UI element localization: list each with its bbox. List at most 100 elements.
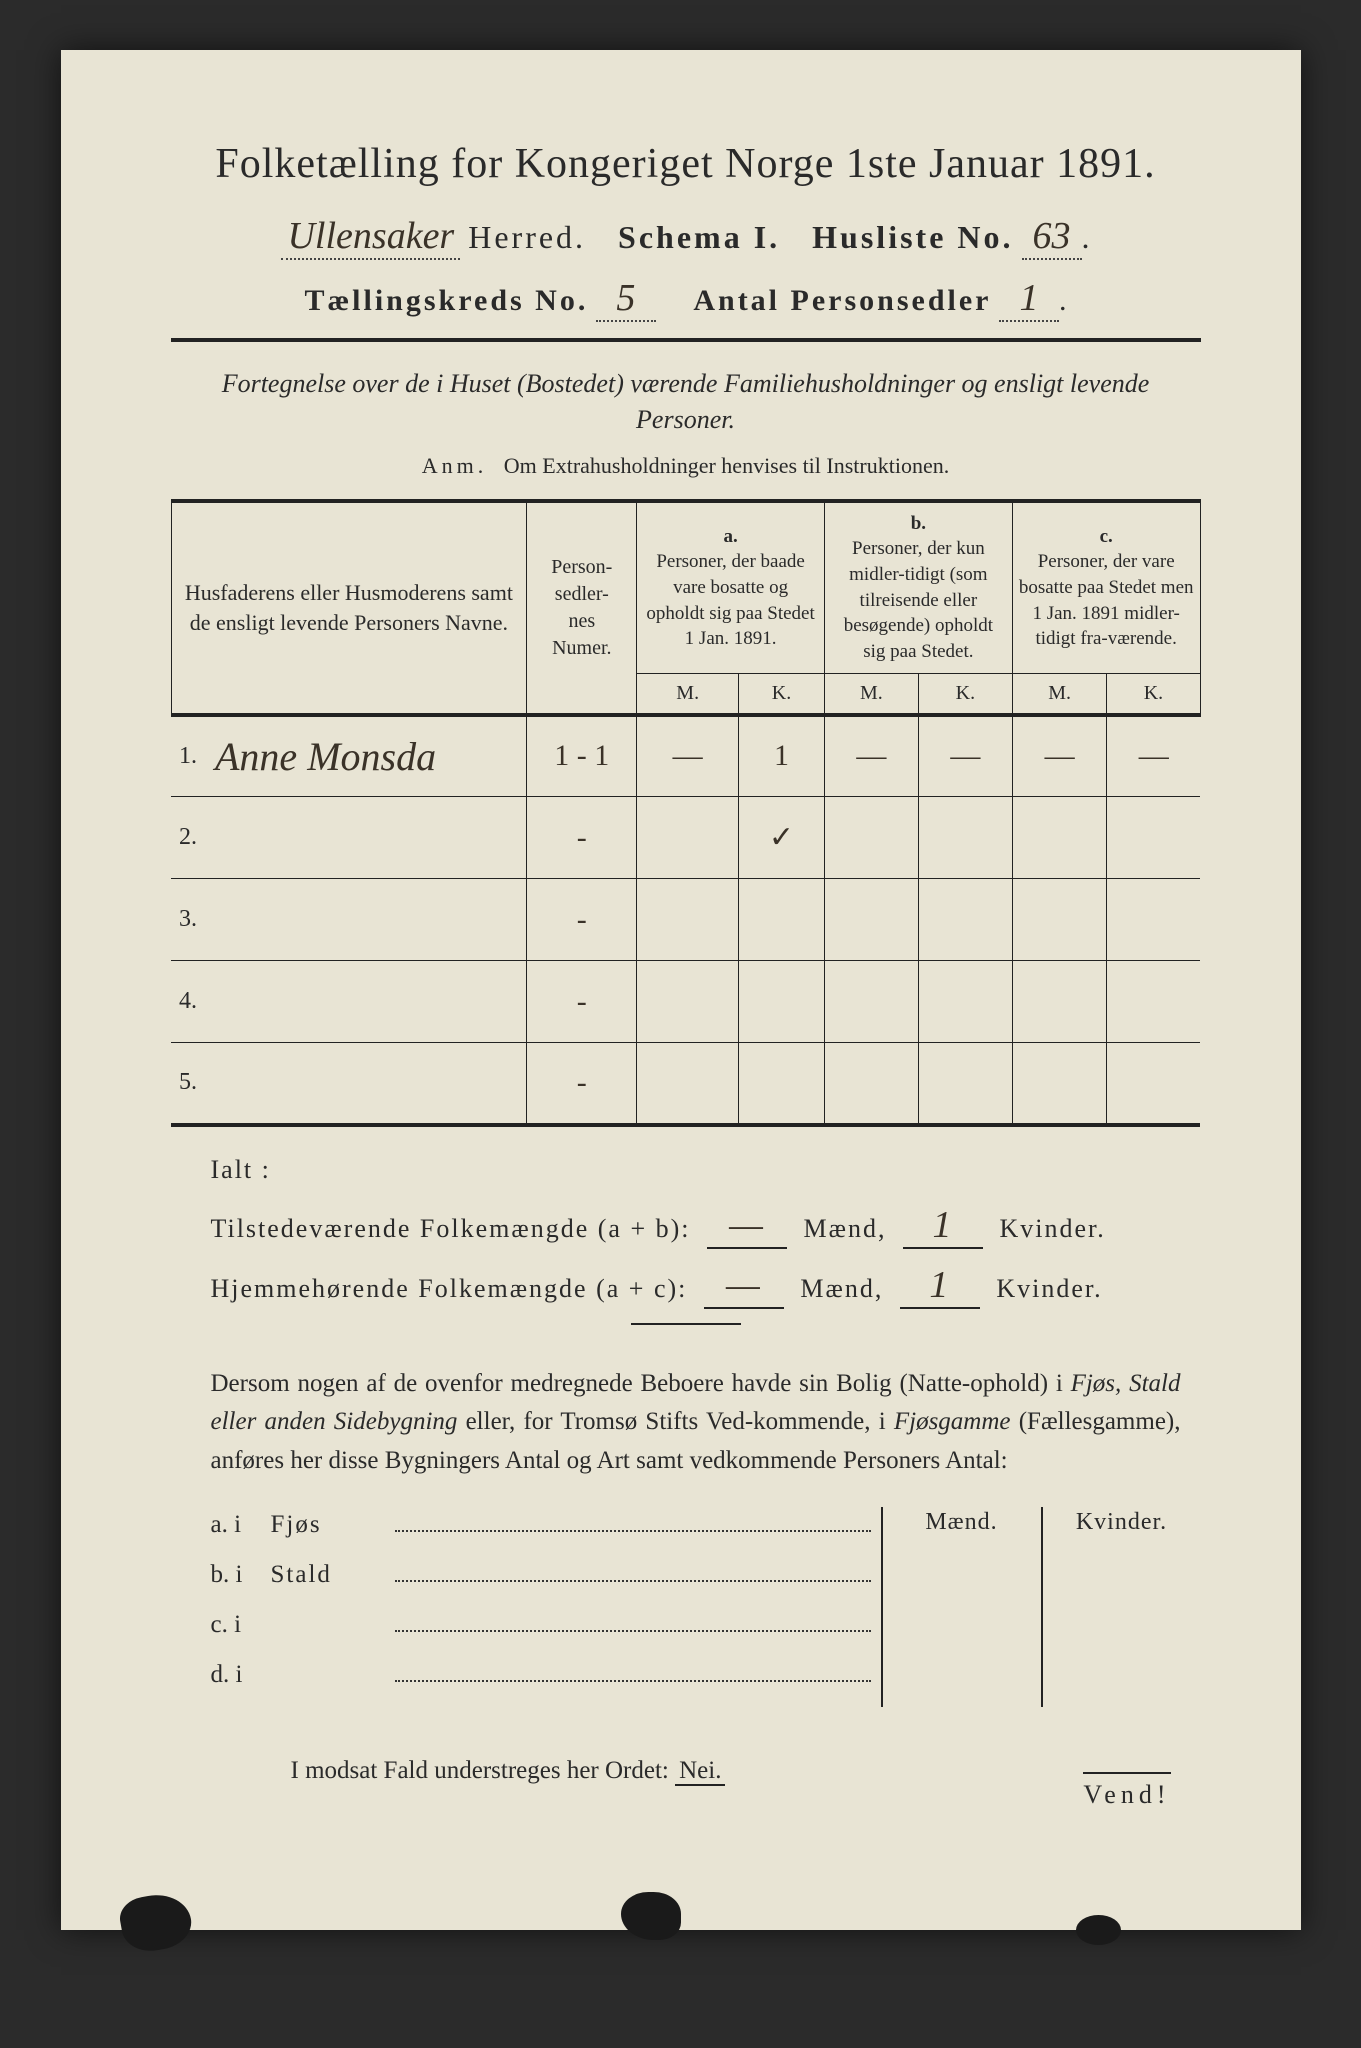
- herred-label: Herred.: [468, 219, 586, 255]
- row-a-k: [739, 879, 825, 961]
- antal-label: Antal Personsedler: [693, 284, 991, 317]
- col-c-top: c. Personer, der vare bosatte paa Stedet…: [1012, 501, 1200, 673]
- kreds-label: Tællingskreds No.: [305, 284, 589, 317]
- row-b-k: —: [918, 715, 1012, 797]
- dotted-line: [395, 1557, 871, 1582]
- census-form-page: Folketælling for Kongeriget Norge 1ste J…: [61, 50, 1301, 1930]
- col-a-top: a. Personer, der baade vare bosatte og o…: [637, 501, 825, 673]
- col-a-m: M.: [637, 673, 739, 715]
- row-c-m: [1012, 1043, 1107, 1125]
- col-b-k: K.: [918, 673, 1012, 715]
- sum-ac-m-hw: —: [704, 1263, 784, 1309]
- row-c-m: —: [1012, 715, 1107, 797]
- byg-row-a: a. i: [211, 1511, 271, 1539]
- anm-line: Anm. Om Extrahusholdninger henvises til …: [171, 453, 1201, 479]
- row-a-m: [637, 797, 739, 879]
- byg-row: a. iFjøs: [211, 1507, 881, 1539]
- table-row: 2. - ✓: [171, 797, 1200, 879]
- byg-row-a: b. i: [211, 1561, 271, 1589]
- table-row: 4. -: [171, 961, 1200, 1043]
- col-b-top: b. Personer, der kun midler-tidigt (som …: [824, 501, 1012, 673]
- row-b-m: [824, 797, 918, 879]
- dotted-line: [395, 1507, 871, 1532]
- row-a-k: 1: [739, 715, 825, 797]
- row-b-k: [918, 879, 1012, 961]
- table-row: 3.-: [171, 879, 1200, 961]
- row-name: [207, 797, 527, 879]
- row-b-k: [918, 797, 1012, 879]
- anm-label: Anm.: [422, 453, 488, 478]
- col-numer-header: Person- sedler- nes Numer.: [527, 501, 637, 715]
- header-line-kreds: Tællingskreds No. 5 Antal Personsedler 1…: [171, 276, 1201, 322]
- paragraph-buildings: Dersom nogen af de ovenfor medregnede Be…: [211, 1365, 1181, 1481]
- row-b-m: [824, 1043, 918, 1125]
- byg-col-kvinder: Kvinder.: [1043, 1507, 1201, 1707]
- buildings-table: a. iFjøsb. iStaldc. id. i Mænd. Kvinder.: [211, 1507, 1201, 1707]
- ink-blot-icon: [621, 1892, 681, 1940]
- dotted-line: [395, 1657, 871, 1682]
- row-c-k: [1107, 961, 1200, 1043]
- row-a-m: —: [637, 715, 739, 797]
- ink-blot-icon: [1076, 1915, 1121, 1945]
- kreds-no-handwritten: 5: [596, 276, 656, 322]
- herred-handwritten: Ullensaker: [281, 214, 460, 260]
- vend-label: Vend!: [1083, 1772, 1170, 1810]
- byg-row-a: c. i: [211, 1611, 271, 1639]
- byg-row-a: d. i: [211, 1661, 271, 1689]
- row-a-m: [637, 1043, 739, 1125]
- row-c-k: [1107, 797, 1200, 879]
- row-num: 5.: [171, 1043, 207, 1125]
- col-c-k: K.: [1107, 673, 1200, 715]
- row-num: 4.: [171, 961, 207, 1043]
- sum-ab-k-hw: 1: [903, 1203, 983, 1249]
- row-numer: -: [527, 961, 637, 1043]
- byg-row-b: Stald: [271, 1561, 391, 1589]
- antal-handwritten: 1: [999, 276, 1059, 322]
- row-c-m: [1012, 879, 1107, 961]
- byg-row-b: Fjøs: [271, 1511, 391, 1539]
- row-c-k: [1107, 1043, 1200, 1125]
- col-a-k: K.: [739, 673, 825, 715]
- row-a-m: [637, 961, 739, 1043]
- dotted-line: [395, 1607, 871, 1632]
- row-b-k: [918, 1043, 1012, 1125]
- ink-blot-icon: [116, 1889, 194, 1955]
- row-a-m: [637, 879, 739, 961]
- sum-line-ac: Hjemmehørende Folkemængde (a + c): — Mæn…: [211, 1263, 1201, 1309]
- anm-text: Om Extrahusholdninger henvises til Instr…: [504, 453, 949, 478]
- husliste-no-handwritten: 63: [1022, 214, 1082, 260]
- row-c-m: [1012, 961, 1107, 1043]
- col-names-header: Husfaderens eller Husmoderens samt de en…: [171, 501, 527, 715]
- row-name: [207, 879, 527, 961]
- row-name: [207, 1043, 527, 1125]
- nei-underlined: Nei.: [675, 1757, 725, 1786]
- row-num: 2.: [171, 797, 207, 879]
- byg-row: d. i: [211, 1657, 881, 1689]
- table-row: 1.Anne Monsda1 - 1—1————: [171, 715, 1200, 797]
- byg-row: b. iStald: [211, 1557, 881, 1589]
- sum-ab-m-hw: —: [707, 1203, 787, 1249]
- row-b-m: [824, 879, 918, 961]
- row-a-k: ✓: [739, 797, 825, 879]
- row-num: 1.: [171, 715, 207, 797]
- row-b-m: —: [824, 715, 918, 797]
- row-a-k: [739, 961, 825, 1043]
- row-b-k: [918, 961, 1012, 1043]
- byg-col-maend: Mænd.: [883, 1507, 1043, 1707]
- divider-short: [631, 1323, 741, 1325]
- row-b-m: [824, 961, 918, 1043]
- row-c-k: [1107, 879, 1200, 961]
- table-row: 5.-: [171, 1043, 1200, 1125]
- row-name: [207, 961, 527, 1043]
- byg-row: c. i: [211, 1607, 881, 1639]
- sum-line-ab: Tilstedeværende Folkemængde (a + b): — M…: [211, 1203, 1201, 1249]
- col-b-m: M.: [824, 673, 918, 715]
- schema-label: Schema I.: [618, 219, 780, 255]
- col-c-m: M.: [1012, 673, 1107, 715]
- subtitle: Fortegnelse over de i Huset (Bostedet) v…: [171, 366, 1201, 439]
- row-numer: -: [527, 797, 637, 879]
- households-table: Husfaderens eller Husmoderens samt de en…: [171, 499, 1201, 1127]
- husliste-label: Husliste No.: [812, 219, 1013, 255]
- header-line-herred: Ullensaker Herred. Schema I. Husliste No…: [171, 214, 1201, 260]
- row-c-k: —: [1107, 715, 1200, 797]
